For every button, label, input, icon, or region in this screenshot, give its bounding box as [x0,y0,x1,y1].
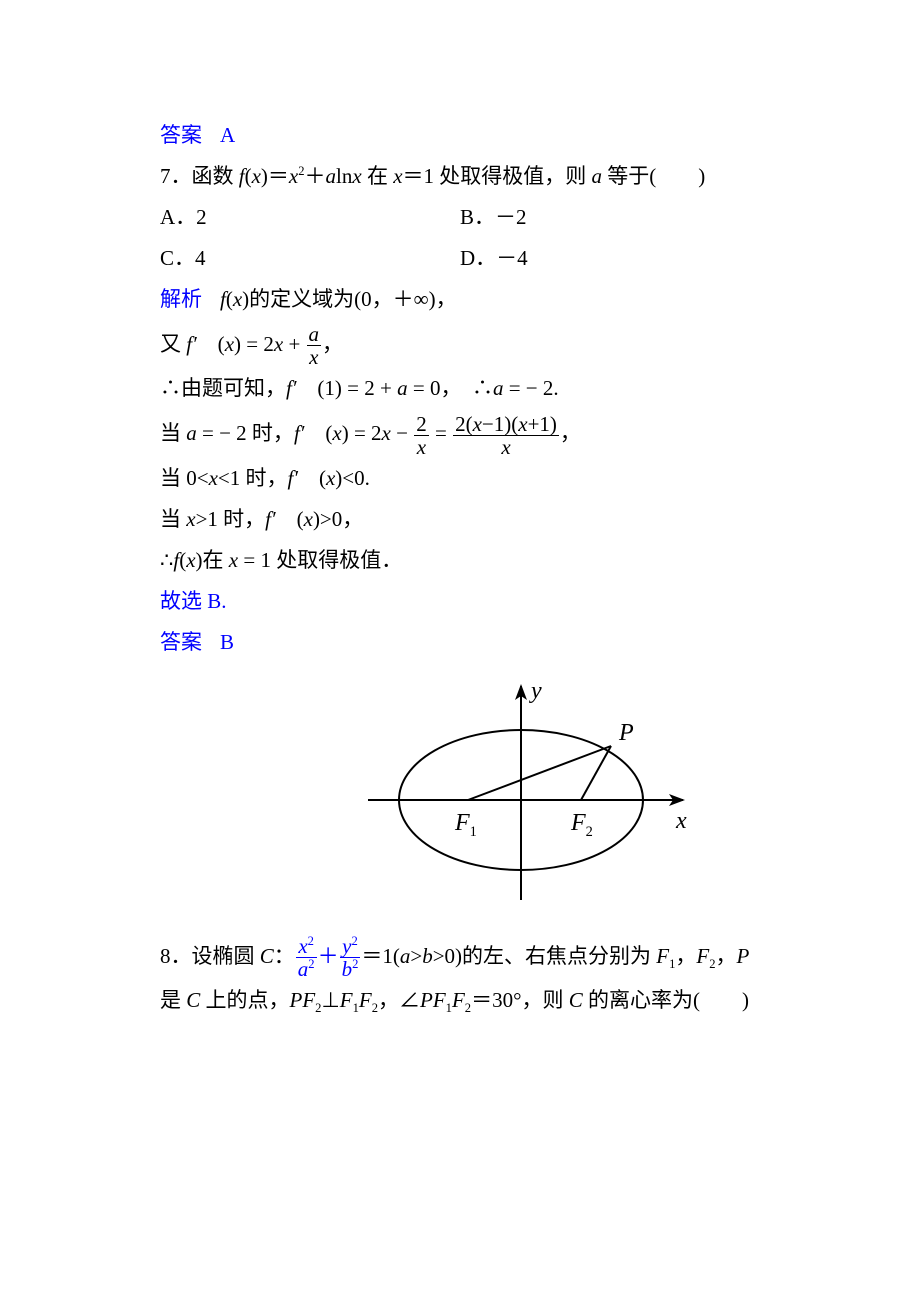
frac-num: a [307,323,322,346]
text: ： [274,944,295,968]
svg-text:F2: F2 [570,810,593,840]
svg-text:P: P [618,720,634,746]
ellipse-figure: F1 F2 Px y [160,663,790,932]
answer-6: 答案 A [160,115,790,156]
frac-num: 2 [414,413,429,436]
q7-option-d: D．－4 [460,238,528,279]
answer-7: 答案 B [160,622,790,663]
q7-solution-l2: 又 f′ (x) = 2x + ax， [160,320,790,369]
text: 的定义域为(0，＋∞)， [249,287,456,311]
text: 7．函数 [160,164,239,188]
q7-solution-l5: 当 0<x<1 时，f′ (x)<0. [160,458,790,499]
q7-solution-l6: 当 x>1 时，f′ (x)>0， [160,499,790,540]
q7-option-b: B．－2 [460,197,527,238]
q7-solution-l8: 故选 B. [160,581,790,622]
q7-stem: 7．函数 f(x)＝x2＋alnx 在 x＝1 处取得极值，则 a 等于( ) [160,156,790,197]
q7-solution-l1: 解析f(x)的定义域为(0，＋∞)， [160,279,790,320]
answer-label: 答案 [160,630,202,654]
frac-den: x [414,436,429,458]
svg-text:y: y [529,678,542,704]
q8-stem-line1: 8．设椭圆 C：x2a2＋y2b2＝1(a>b>0)的左、右焦点分别为 F1，F… [160,932,790,981]
solution-label: 解析 [160,287,202,311]
text: ， [560,421,581,445]
q8-stem-line2: 是 C 上的点，PF2⊥F1F2，∠PF1F2＝30°，则 C 的离心率为( ) [160,980,790,1021]
q7-option-a: A．2 [160,197,460,238]
answer-value: A [220,123,235,147]
text: 等于( ) [602,164,705,188]
frac-den: x [307,346,322,368]
q7-options-row2: C．4 D．－4 [160,238,790,279]
frac-den: x [453,436,559,458]
text: 处取得极值，则 [434,164,592,188]
q7-solution-l3: ∴由题可知，f′ (1) = 2 + a = 0， ∴a = − 2. [160,368,790,409]
ellipse-svg: F1 F2 Px y [363,678,698,908]
text: 在 [362,164,394,188]
answer-label: 答案 [160,123,202,147]
q7-solution-l7: ∴f(x)在 x = 1 处取得极值． [160,540,790,581]
text: 又 [160,332,186,356]
q7-option-c: C．4 [160,238,460,279]
q7-options-row1: A．2 B．－2 [160,197,790,238]
answer-value: B [220,630,234,654]
text: ， [322,332,343,356]
text: 8．设椭圆 [160,944,260,968]
document-page: 答案 A 7．函数 f(x)＝x2＋alnx 在 x＝1 处取得极值，则 a 等于… [0,0,920,1121]
math: f [239,164,245,188]
q7-solution-l4: 当 a = − 2 时，f′ (x) = 2x − 2x = 2(x−1)(x+… [160,409,790,458]
svg-text:F1: F1 [454,810,477,840]
svg-text:x: x [675,808,687,834]
